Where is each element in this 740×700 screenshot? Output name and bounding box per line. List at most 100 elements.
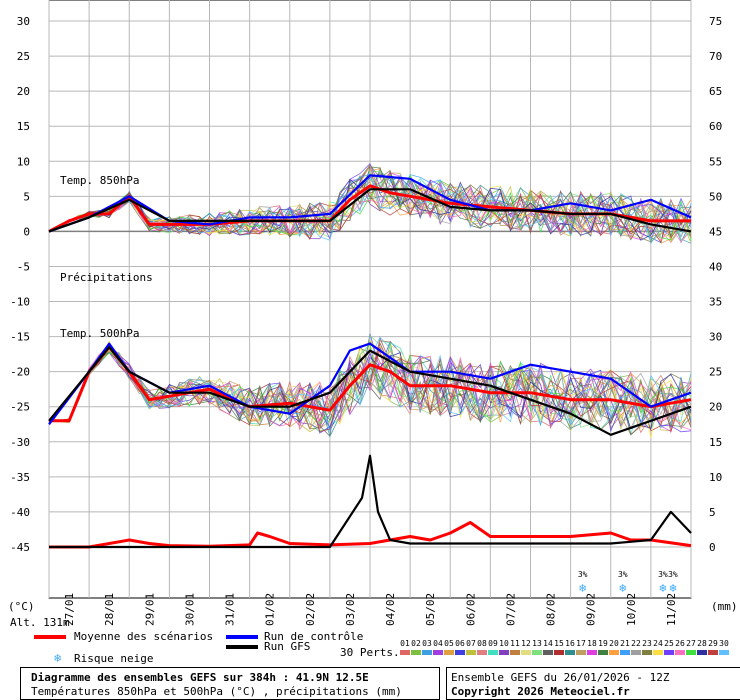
date-tick-label: 05/02 <box>424 593 437 626</box>
snow-legend-label: Risque neige <box>74 652 154 665</box>
perturbation-number: 16 <box>565 639 575 648</box>
perturbation-number: 25 <box>664 639 674 648</box>
perturbation-number: 21 <box>620 639 630 648</box>
date-tick-label: 06/02 <box>464 593 477 626</box>
date-tick-label: 04/02 <box>384 593 397 626</box>
perturbation-number: 14 <box>543 639 553 648</box>
date-tick-label: 01/02 <box>264 593 277 626</box>
perturbation-line <box>48 171 692 244</box>
perturbation-swatch <box>444 650 454 655</box>
perturbation-number: 08 <box>477 639 487 648</box>
date-tick-label: 07/02 <box>504 593 517 626</box>
perturbation-number: 03 <box>422 639 432 648</box>
gfs-series-line <box>48 188 692 233</box>
perturbation-swatch <box>697 650 707 655</box>
left-tick-label: 0 <box>23 225 30 238</box>
perturbation-swatch <box>675 650 685 655</box>
perturbation-swatch <box>532 650 542 655</box>
perturbation-swatch <box>400 650 410 655</box>
right-tick-label: 65 <box>709 85 722 98</box>
snow-risk-icon: ❄ <box>619 581 626 595</box>
perturbation-swatch <box>433 650 443 655</box>
perturbation-number: 01 <box>400 639 410 648</box>
perturbation-swatch <box>708 650 718 655</box>
snow-risk-icon: ❄ <box>659 581 666 595</box>
perturbation-line <box>48 336 692 434</box>
perturbation-number: 20 <box>609 639 619 648</box>
perturbation-swatch <box>686 650 696 655</box>
perturbation-number: 26 <box>675 639 685 648</box>
perturbation-line <box>48 170 692 241</box>
right-tick-label: 70 <box>709 50 722 63</box>
footer-run: Ensemble GEFS du 26/01/2026 - 12Z <box>451 671 670 684</box>
left-tick-label: 25 <box>17 50 30 63</box>
perturbation-swatch <box>499 650 509 655</box>
perturbation-swatch <box>598 650 608 655</box>
right-tick-label: 20 <box>709 401 722 414</box>
right-tick-label: 60 <box>709 120 722 133</box>
perturbation-number: 06 <box>455 639 465 648</box>
perturbation-line <box>48 172 692 237</box>
right-tick-label: 75 <box>709 15 722 28</box>
perturbation-line <box>48 166 692 238</box>
perturbation-swatch <box>411 650 421 655</box>
perturbation-number: 29 <box>708 639 718 648</box>
right-tick-label: 5 <box>709 506 716 519</box>
footer-title-box: Diagramme des ensembles GEFS sur 384h : … <box>20 667 440 700</box>
snowflake-icon: ❄ <box>54 651 62 665</box>
perturbation-number: 22 <box>631 639 641 648</box>
perturbation-number: 24 <box>653 639 663 648</box>
perturbation-swatch <box>576 650 586 655</box>
perturbation-number: 09 <box>488 639 498 648</box>
gfs-series-line <box>49 454 692 549</box>
date-tick-label: 31/01 <box>224 593 237 626</box>
left-tick-label: 20 <box>17 85 30 98</box>
perturbation-number: 30 <box>719 639 729 648</box>
snow-risk-value: 3% <box>668 570 678 579</box>
perturbation-number: 19 <box>598 639 608 648</box>
left-tick-label: -40 <box>10 506 30 519</box>
perturbation-number: 11 <box>510 639 520 648</box>
left-tick-label: 5 <box>23 190 30 203</box>
perturbation-swatch <box>477 650 487 655</box>
panel-label-t850: Temp. 850hPa <box>60 174 139 187</box>
perturbation-line <box>48 345 692 431</box>
date-tick-label: 02/02 <box>304 593 317 626</box>
perturbation-line <box>48 345 692 434</box>
mean-legend-label: Moyenne des scénarios <box>74 630 214 643</box>
perturbation-swatch <box>642 650 652 655</box>
perturbation-number: 12 <box>521 639 531 648</box>
perturbation-swatch <box>554 650 564 655</box>
right-tick-label: 30 <box>709 331 722 344</box>
date-tick-label: 11/02 <box>665 593 678 626</box>
perturbation-number: 02 <box>411 639 421 648</box>
left-tick-label: -20 <box>10 366 30 379</box>
perturbation-number: 10 <box>499 639 509 648</box>
left-tick-label: 10 <box>17 155 30 168</box>
snow-risk-value: 3% <box>658 570 668 579</box>
control-legend-label: Run de contrôle <box>264 630 364 643</box>
footer-run-box: Ensemble GEFS du 26/01/2026 - 12Z Copyri… <box>446 667 740 700</box>
perturbation-number: 13 <box>532 639 542 648</box>
perturbation-swatch <box>422 650 432 655</box>
left-tick-label: -10 <box>10 296 30 309</box>
panel-label-t500: Temp. 500hPa <box>60 327 139 340</box>
perturbation-number: 17 <box>576 639 586 648</box>
snow-risk-icon: ❄ <box>669 581 676 595</box>
left-tick-label: -45 <box>10 541 30 554</box>
right-tick-label: 45 <box>709 225 722 238</box>
perturbation-swatch <box>719 650 729 655</box>
right-tick-label: 35 <box>709 296 722 309</box>
perturbation-line <box>48 182 692 240</box>
perturbation-number: 18 <box>587 639 597 648</box>
perturbation-number: 07 <box>466 639 476 648</box>
perturbation-line <box>48 184 692 243</box>
right-tick-label: 10 <box>709 471 722 484</box>
perturbation-number: 23 <box>642 639 652 648</box>
right-tick-label: 15 <box>709 436 722 449</box>
date-tick-label: 27/01 <box>63 593 76 626</box>
right-tick-label: 50 <box>709 190 722 203</box>
perturbation-swatch <box>466 650 476 655</box>
